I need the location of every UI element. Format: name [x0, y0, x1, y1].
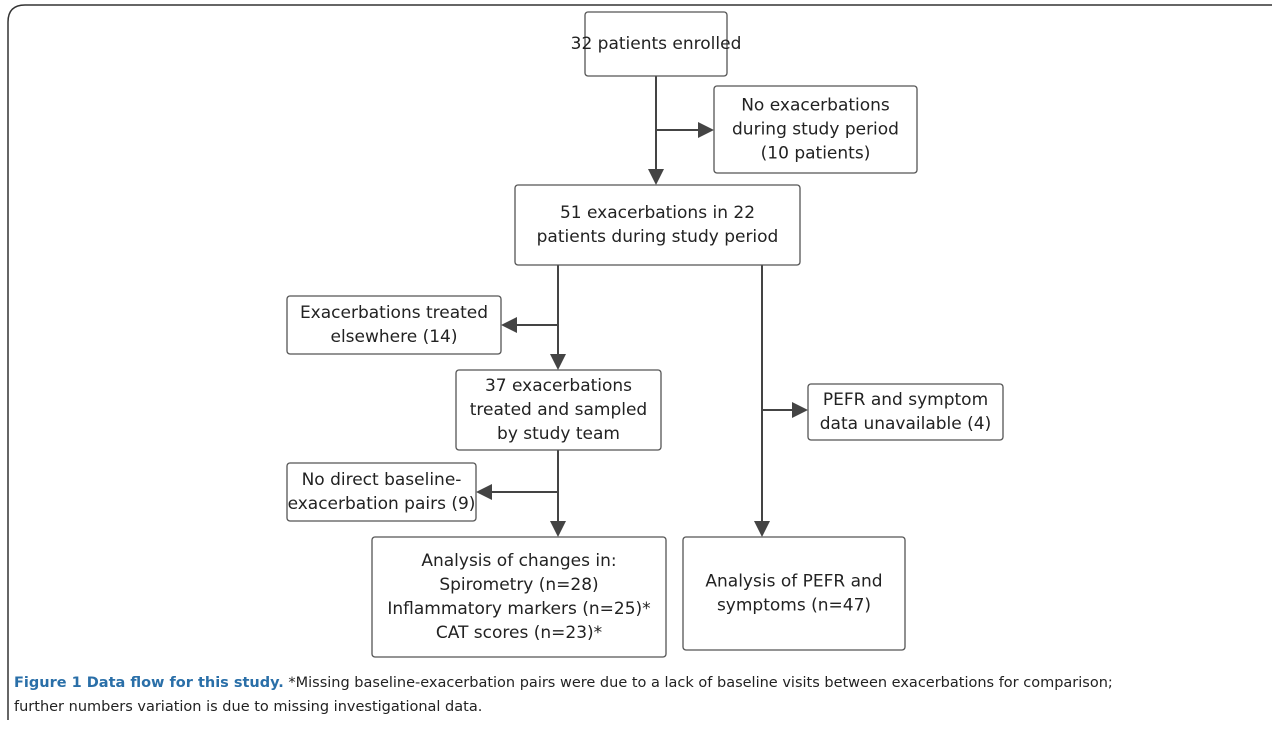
node: 51 exacerbations in 22 patients during st… — [514, 184, 801, 266]
node-label: patients during study period — [537, 227, 779, 247]
node-box — [584, 11, 728, 77]
node-label: PEFR and symptom — [823, 390, 988, 410]
node-label: exacerbation pairs (9) — [288, 494, 476, 514]
node-label: CAT scores (n=23)* — [436, 623, 602, 643]
node: 37 exacerbations treated and sampled by st… — [455, 369, 662, 451]
node: Analysis of changes in: Spirometry (n=28)… — [371, 536, 667, 658]
node-label: 37 exacerbations — [485, 376, 632, 396]
node: No exacerbations during study period (10 p… — [713, 85, 918, 174]
node: Analysis of PEFR and symptoms (n=47) — [682, 536, 906, 651]
node-box — [682, 536, 906, 651]
node-label: elsewhere (14) — [330, 327, 457, 347]
node-label: symptoms (n=47) — [717, 596, 871, 616]
node-label: (10 patients) — [761, 144, 871, 164]
node-label: No direct baseline- — [302, 470, 462, 490]
node-box — [371, 536, 667, 658]
node-label: by study team — [497, 424, 620, 444]
node-box — [713, 85, 918, 174]
node-label: data unavailable (4) — [820, 414, 991, 434]
caption: Figure 1 Data flow for this study. *Miss… — [14, 671, 1269, 719]
node-label: No exacerbations — [741, 96, 890, 116]
node-box — [807, 383, 1004, 441]
node: 32 patients enrolled — [571, 11, 742, 77]
node-label: Spirometry (n=28) — [439, 575, 598, 595]
node-label: Analysis of changes in: — [421, 551, 616, 571]
node-box — [286, 462, 477, 522]
caption-text: *Missing baseline-exacerbation pairs wer… — [288, 675, 1113, 691]
connectors — [476, 76, 808, 537]
node-label: 51 exacerbations in 22 — [560, 203, 755, 223]
node-label: during study period — [732, 120, 899, 140]
node-box — [286, 295, 502, 355]
frame — [7, 4, 1272, 720]
node: PEFR and symptom data unavailable (4) — [807, 383, 1004, 441]
node-label: 32 patients enrolled — [571, 34, 742, 54]
node-label: Analysis of PEFR and — [705, 572, 882, 592]
node: Exacerbations treated elsewhere (14) — [286, 295, 502, 355]
caption-label: Figure 1 Data flow for this study. — [14, 675, 284, 691]
node-label: Inflammatory markers (n=25)* — [387, 599, 650, 619]
caption-text: further numbers variation is due to miss… — [14, 699, 483, 715]
node-label: Exacerbations treated — [300, 303, 488, 323]
node: No direct baseline-exacerbation pairs (9… — [286, 462, 477, 522]
node-box — [514, 184, 801, 266]
node-label: treated and sampled — [470, 400, 647, 420]
node-box — [455, 369, 662, 451]
